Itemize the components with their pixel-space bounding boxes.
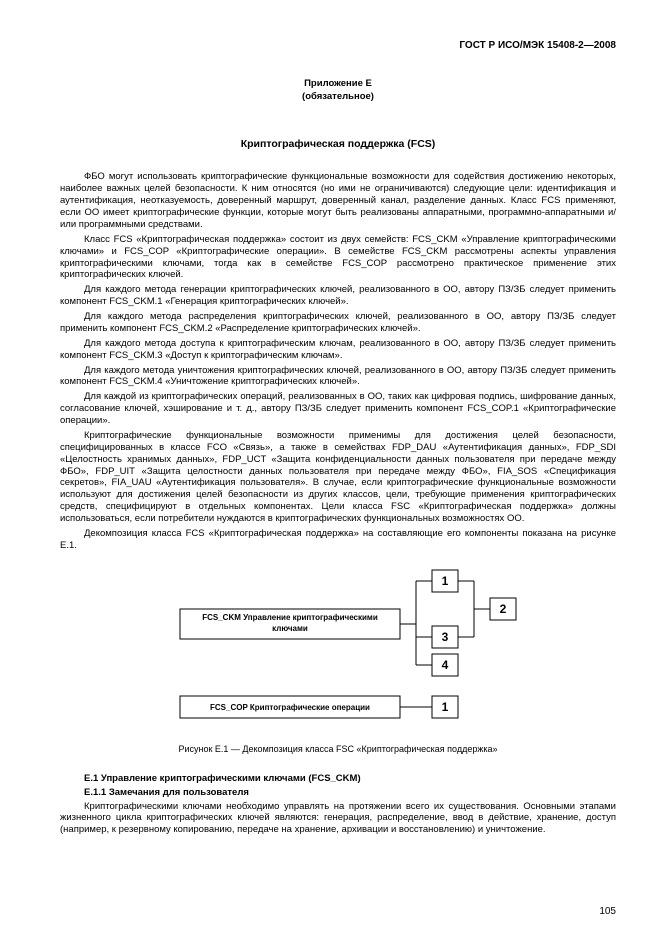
num-4: 4	[442, 658, 449, 672]
decomposition-diagram: FCS_CKM Управление криптографическими кл…	[60, 564, 616, 738]
fcs-cop-label: FCS_COP Криптографические операции	[210, 703, 370, 712]
body-paragraph: Для каждого метода распределения криптог…	[60, 311, 616, 335]
fcs-ckm-label-line1: FCS_CKM Управление криптографическими	[202, 613, 378, 622]
body-paragraph: Для каждой из криптографических операций…	[60, 391, 616, 427]
page: ГОСТ Р ИСО/МЭК 15408-2—2008 Приложение Е…	[0, 0, 661, 936]
body-paragraph: Для каждого метода доступа к криптографи…	[60, 338, 616, 362]
fcs-ckm-label-line2: ключами	[272, 624, 308, 633]
section-heading-e1: Е.1 Управление криптографическими ключам…	[60, 773, 616, 785]
num-2: 2	[500, 602, 507, 616]
body-paragraph: Для каждого метода генерации криптографи…	[60, 284, 616, 308]
body-paragraph: ФБО могут использовать криптографические…	[60, 171, 616, 230]
document-header: ГОСТ Р ИСО/МЭК 15408-2—2008	[60, 40, 616, 53]
body-paragraph: Для каждого метода уничтожения криптогра…	[60, 365, 616, 389]
section-heading-e11: Е.1.1 Замечания для пользователя	[60, 787, 616, 799]
body-paragraph: Криптографические функциональные возможн…	[60, 430, 616, 525]
page-title: Криптографическая поддержка (FCS)	[60, 138, 616, 151]
annex-sublabel: (обязательное)	[60, 91, 616, 103]
figure-caption: Рисунок Е.1 — Декомпозиция класса FSC «К…	[60, 744, 616, 755]
page-number: 105	[599, 906, 616, 919]
body-paragraph: Декомпозиция класса FCS «Криптографическ…	[60, 528, 616, 552]
body-paragraph: Криптографическими ключами необходимо уп…	[60, 801, 616, 837]
num-5: 1	[442, 700, 449, 714]
num-1: 1	[442, 574, 449, 588]
annex-label: Приложение Е	[60, 78, 616, 90]
num-3: 3	[442, 630, 449, 644]
body-paragraph: Класс FCS «Криптографическая поддержка» …	[60, 234, 616, 282]
